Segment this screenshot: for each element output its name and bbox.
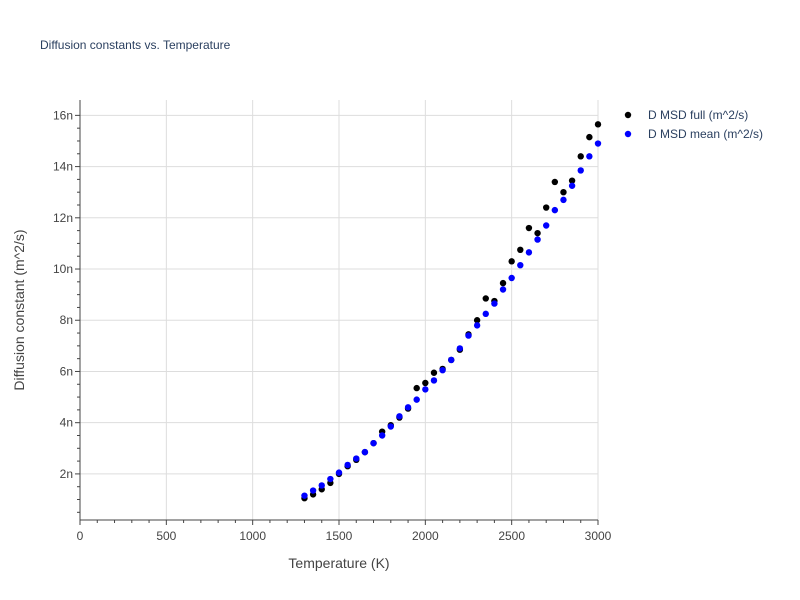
point-msd-mean: [577, 167, 584, 174]
point-msd-mean: [370, 439, 377, 447]
point-msd-mean: [361, 448, 369, 456]
y-tick-label: 4n: [60, 416, 73, 430]
x-tick-label: 2000: [412, 529, 439, 543]
point-msd-mean: [517, 261, 524, 269]
y-tick-label: 8n: [60, 313, 73, 327]
legend-marker: [624, 111, 632, 119]
point-msd-mean: [499, 286, 507, 293]
point-msd-mean: [378, 432, 386, 439]
tick-labels: 0 500 1000 1500 2000 2500 3000 2n 4n 6n 8n 10n 12n 14…: [53, 108, 612, 543]
point-msd-mean: [430, 377, 438, 384]
point-msd-mean: [594, 140, 602, 147]
legend[interactable]: D MSD full (m^2/s) D MSD mean (m^2/s): [624, 108, 763, 141]
point-msd-full: [482, 295, 489, 302]
y-axis-title: Diffusion constant (m^2/s): [11, 229, 27, 390]
grid: [80, 100, 599, 520]
point-msd-full: [499, 279, 507, 287]
point-msd-mean: [525, 249, 533, 256]
point-msd-mean: [344, 461, 351, 469]
point-msd-mean: [551, 206, 559, 214]
point-msd-mean: [568, 182, 576, 189]
point-msd-mean: [318, 482, 325, 489]
point-msd-full: [586, 133, 593, 141]
point-msd-mean: [586, 153, 593, 160]
point-msd-mean: [473, 322, 481, 329]
point-msd-full: [473, 317, 481, 324]
point-msd-mean: [335, 469, 343, 476]
point-msd-full: [543, 204, 550, 211]
legend-label: D MSD mean (m^2/s): [648, 127, 763, 141]
legend-marker: [624, 130, 632, 138]
point-msd-full: [508, 258, 515, 265]
point-msd-full: [560, 188, 567, 196]
point-msd-full: [517, 246, 524, 254]
point-msd-mean: [465, 332, 472, 339]
point-msd-mean: [301, 492, 308, 499]
point-msd-mean: [387, 423, 394, 430]
x-tick-label: 0: [77, 529, 84, 543]
point-msd-full: [577, 153, 584, 160]
point-msd-full: [551, 178, 559, 186]
x-tick-label: 3000: [585, 529, 612, 543]
point-msd-full: [568, 177, 576, 184]
x-axis-title: Temperature (K): [288, 555, 389, 571]
axes: [75, 100, 599, 525]
y-tick-label: 14n: [53, 160, 73, 174]
x-tick-label: 1500: [326, 529, 353, 543]
point-msd-mean: [309, 487, 317, 494]
data-points: [301, 121, 602, 502]
legend-label: D MSD full (m^2/s): [648, 108, 748, 122]
point-msd-mean: [534, 236, 541, 243]
point-msd-mean: [543, 222, 550, 229]
point-msd-mean: [404, 404, 412, 411]
point-msd-mean: [491, 300, 498, 307]
point-msd-full: [594, 121, 602, 128]
point-msd-mean: [560, 196, 567, 204]
x-tick-label: 2500: [498, 529, 525, 543]
y-tick-label: 16n: [53, 108, 73, 122]
chart-title: Diffusion constants vs. Temperature: [40, 38, 231, 52]
point-msd-full: [430, 369, 438, 376]
point-msd-mean: [396, 413, 403, 420]
y-tick-label: 6n: [60, 364, 73, 378]
point-msd-mean: [482, 310, 489, 318]
point-msd-mean: [422, 386, 429, 393]
point-msd-mean: [327, 475, 334, 483]
point-msd-mean: [456, 345, 464, 352]
point-msd-mean: [439, 366, 446, 374]
point-msd-mean: [448, 356, 455, 364]
point-msd-mean: [353, 455, 360, 462]
point-msd-full: [525, 224, 533, 232]
y-tick-label: 12n: [53, 211, 73, 225]
point-msd-full: [422, 379, 429, 387]
y-tick-label: 10n: [53, 262, 73, 276]
point-msd-full: [534, 229, 541, 237]
point-msd-mean: [413, 396, 420, 403]
point-msd-full: [413, 384, 420, 392]
y-tick-label: 2n: [60, 467, 73, 481]
x-tick-label: 1000: [239, 529, 266, 543]
x-tick-label: 500: [156, 529, 176, 543]
point-msd-mean: [508, 274, 515, 282]
